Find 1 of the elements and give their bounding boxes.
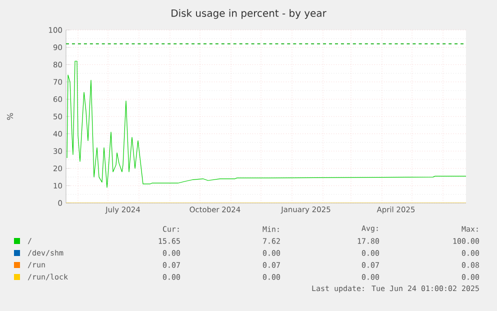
chart-title: Disk usage in percent - by year <box>172 9 326 19</box>
